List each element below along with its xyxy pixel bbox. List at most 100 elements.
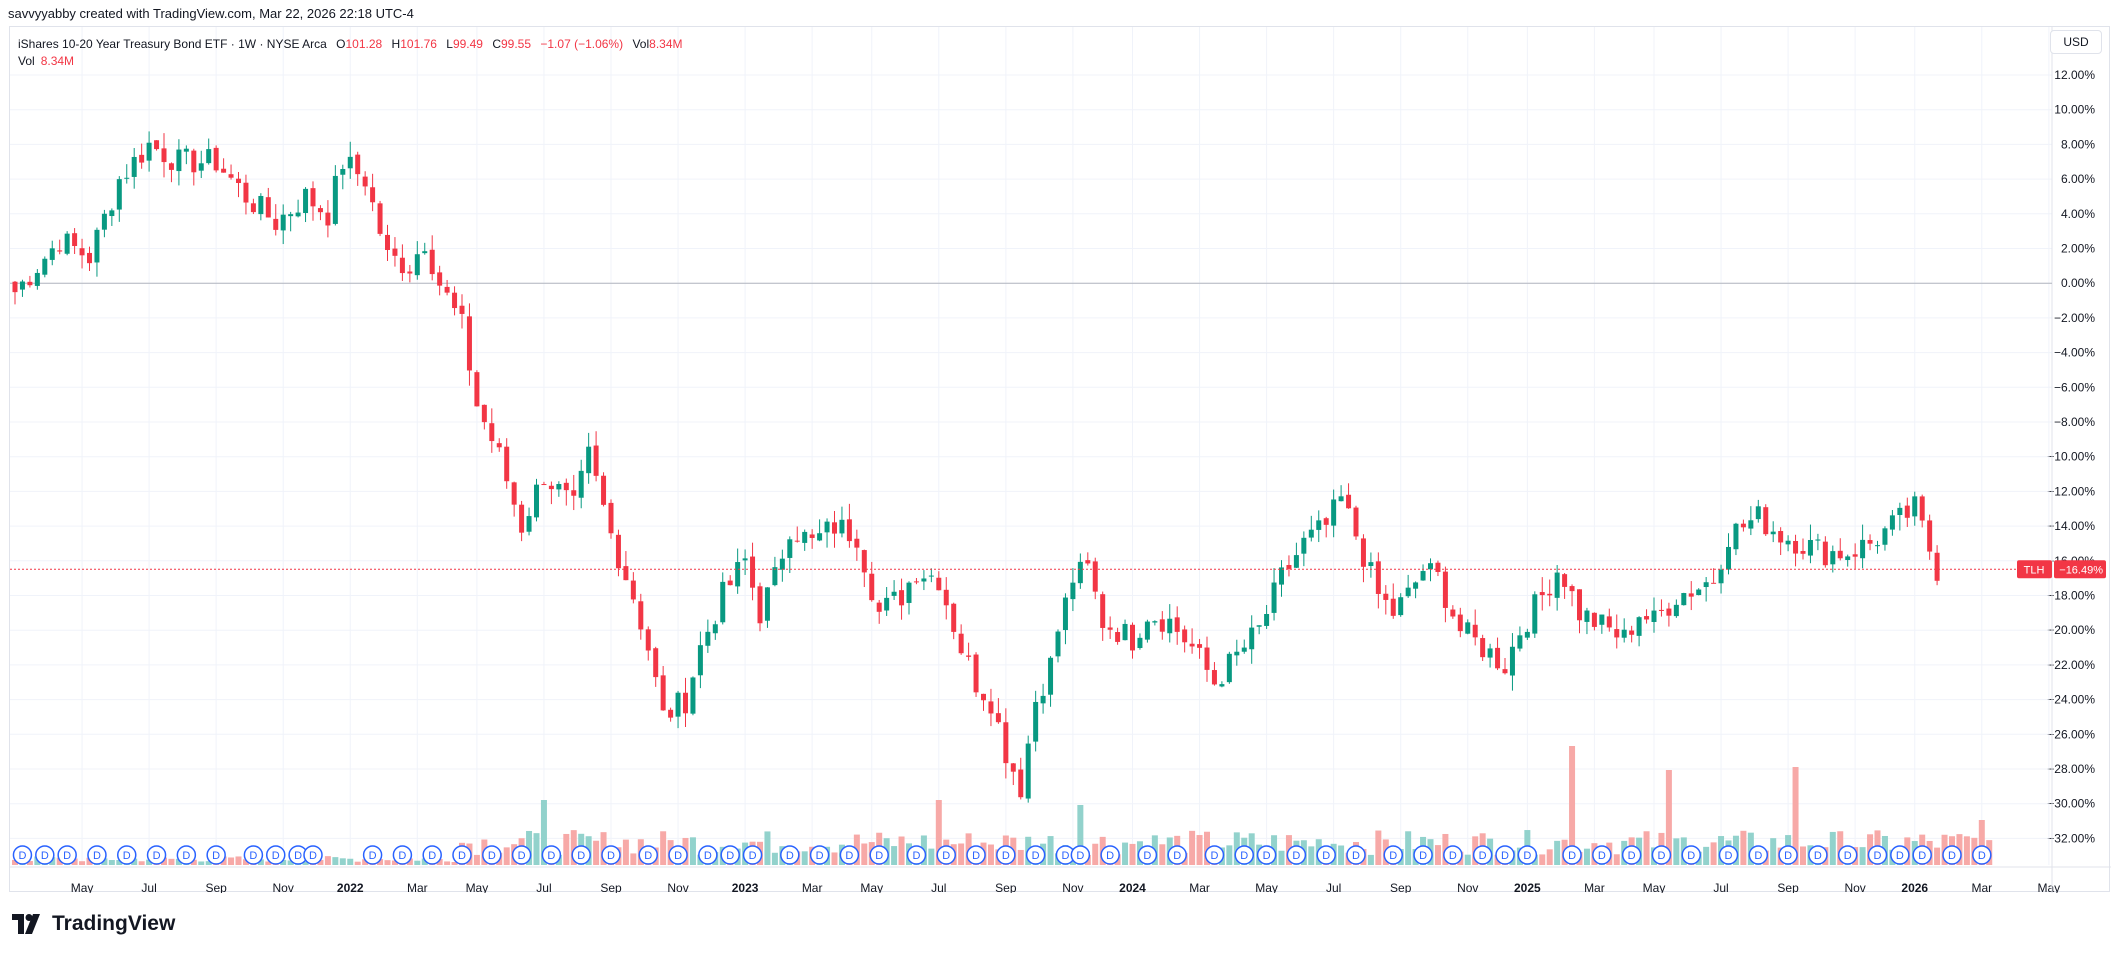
candle-body bbox=[534, 484, 539, 518]
dividend-marker-label: D bbox=[1628, 850, 1636, 862]
symbol-title[interactable]: iShares 10-20 Year Treasury Bond ETF · 1… bbox=[18, 37, 327, 51]
legend-ohlc-row[interactable]: iShares 10-20 Year Treasury Bond ETF · 1… bbox=[18, 36, 683, 53]
volume-bar bbox=[362, 859, 369, 865]
volume-bar bbox=[563, 833, 570, 865]
volume-bar bbox=[1017, 849, 1024, 865]
dividend-marker bbox=[1167, 845, 1187, 865]
candle-body bbox=[1748, 520, 1754, 529]
dividend-marker bbox=[1443, 845, 1463, 865]
volume-bar bbox=[533, 833, 540, 865]
candle-body bbox=[563, 482, 569, 491]
candle-body bbox=[295, 212, 301, 217]
volume-bar bbox=[257, 859, 264, 865]
candle-body bbox=[593, 445, 599, 476]
candle-body bbox=[1301, 537, 1307, 554]
dividend-marker bbox=[35, 845, 55, 865]
dividend-marker bbox=[1025, 845, 1046, 865]
candle-body bbox=[146, 142, 152, 161]
candle-body bbox=[1800, 551, 1806, 554]
dividend-marker bbox=[966, 845, 986, 865]
candle-body bbox=[846, 519, 852, 542]
volume-study-value: 8.34M bbox=[40, 54, 75, 68]
y-tick-label: 10.00% bbox=[2054, 103, 2095, 117]
candle-body bbox=[1733, 523, 1739, 550]
dividend-marker-label: D bbox=[786, 850, 794, 862]
volume-bar bbox=[831, 852, 838, 865]
candle-body bbox=[12, 281, 18, 293]
candle-body bbox=[824, 521, 830, 533]
tradingview-logo[interactable]: TradingView bbox=[12, 912, 175, 936]
y-tick-label: −30.00% bbox=[2047, 797, 2095, 811]
volume-bar bbox=[1643, 831, 1650, 865]
candle-body bbox=[1100, 594, 1106, 628]
candle-body bbox=[1152, 621, 1158, 623]
dividend-marker bbox=[422, 845, 442, 865]
dividend-marker-label: D bbox=[1598, 850, 1606, 862]
dividend-marker bbox=[720, 845, 740, 865]
candle-body bbox=[1286, 565, 1292, 569]
candle-body bbox=[481, 404, 487, 423]
candle-body bbox=[1889, 515, 1895, 530]
volume-bar bbox=[1673, 838, 1680, 865]
candle-body bbox=[474, 372, 480, 407]
volume-bar bbox=[689, 837, 696, 865]
candle-body bbox=[250, 203, 256, 213]
volume-bar bbox=[1077, 805, 1084, 865]
volume-bar bbox=[593, 840, 600, 865]
volume-bar bbox=[1800, 846, 1806, 865]
volume-bar bbox=[1405, 831, 1412, 865]
candle-body bbox=[1428, 563, 1433, 570]
candle-body bbox=[258, 195, 264, 215]
candle-body bbox=[1055, 631, 1061, 657]
dividend-marker bbox=[571, 845, 591, 865]
candle-body bbox=[772, 567, 778, 586]
candle-body bbox=[206, 149, 212, 164]
volume-bar bbox=[1338, 845, 1345, 865]
candle-body bbox=[392, 248, 398, 256]
volume-bar bbox=[1569, 746, 1576, 865]
candle-body bbox=[1010, 763, 1016, 772]
dividend-marker bbox=[1651, 845, 1672, 865]
candle-body bbox=[921, 578, 927, 582]
volume-bar bbox=[1829, 831, 1836, 865]
x-tick-label: 2026 bbox=[1901, 881, 1928, 893]
chart-area[interactable]: 12.00% 10.00% 8.00% 6.00% 4.00% 2.00% 0.00% −2.… bbox=[9, 26, 2111, 893]
dividend-marker bbox=[1621, 845, 1642, 865]
candle-body bbox=[943, 589, 949, 606]
candle-body bbox=[884, 597, 890, 611]
candle-body bbox=[1219, 684, 1225, 687]
candle-body bbox=[154, 140, 160, 150]
candle-body bbox=[1450, 609, 1456, 617]
volume-bar bbox=[108, 859, 115, 865]
candle-body bbox=[1673, 604, 1679, 617]
candle-body bbox=[1472, 624, 1478, 638]
y-tick-label: −8.00% bbox=[2054, 415, 2095, 429]
dividend-marker bbox=[1234, 845, 1254, 865]
candle-body bbox=[437, 272, 443, 286]
candle-body bbox=[191, 150, 197, 173]
dividend-marker bbox=[362, 845, 383, 865]
volume-bar bbox=[987, 844, 994, 865]
candle-body bbox=[1130, 624, 1135, 651]
candle-body bbox=[407, 271, 413, 274]
candlestick-chart[interactable]: 12.00% 10.00% 8.00% 6.00% 4.00% 2.00% 0.00% −2.… bbox=[10, 27, 2111, 893]
legend-volume-row[interactable]: Vol 8.34M bbox=[18, 53, 683, 70]
dividend-marker-label: D bbox=[607, 850, 615, 862]
candle-body bbox=[1703, 582, 1709, 588]
candle-body bbox=[817, 533, 823, 541]
candle-body bbox=[1308, 529, 1314, 538]
candle-body bbox=[1040, 695, 1046, 704]
dividend-marker-label: D bbox=[1896, 850, 1904, 862]
dividend-marker-label: D bbox=[1523, 850, 1531, 862]
volume-bar bbox=[1554, 840, 1561, 865]
volume-bar bbox=[12, 859, 18, 865]
candle-body bbox=[541, 484, 547, 486]
currency-button[interactable]: USD bbox=[2050, 30, 2102, 54]
candle-body bbox=[615, 534, 621, 569]
volume-bar bbox=[1613, 854, 1620, 865]
dividend-marker bbox=[1346, 845, 1366, 865]
candle-body bbox=[876, 602, 882, 612]
dividend-marker-label: D bbox=[1322, 850, 1330, 862]
candle-body bbox=[556, 483, 562, 490]
dividend-marker-label: D bbox=[942, 850, 950, 862]
